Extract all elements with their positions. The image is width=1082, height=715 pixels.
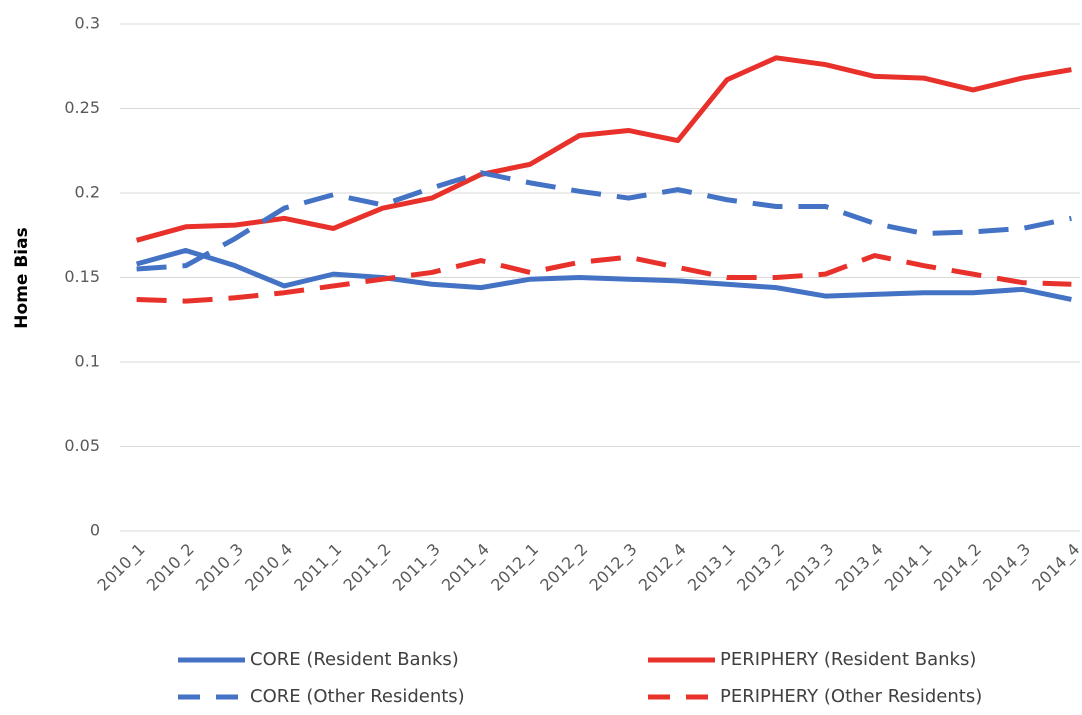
x-tick-label: 2011_4 bbox=[438, 540, 494, 596]
legend-label: CORE (Resident Banks) bbox=[250, 649, 459, 670]
x-tick-label: 2010_3 bbox=[192, 540, 248, 596]
x-tick-label: 2011_3 bbox=[389, 540, 445, 596]
y-tick-label: 0.3 bbox=[75, 14, 100, 33]
y-tick-label: 0 bbox=[90, 521, 100, 540]
legend-label: CORE (Other Residents) bbox=[250, 686, 465, 707]
legend-label: PERIPHERY (Resident Banks) bbox=[720, 649, 976, 670]
x-tick-label: 2012_2 bbox=[536, 540, 592, 596]
x-tick-label: 2013_1 bbox=[684, 540, 740, 596]
x-tick-label: 2012_1 bbox=[487, 540, 543, 596]
x-tick-label: 2012_3 bbox=[586, 540, 642, 596]
legend-label: PERIPHERY (Other Residents) bbox=[720, 686, 982, 707]
x-tick-label: 2014_3 bbox=[979, 540, 1035, 596]
x-tick-label: 2014_2 bbox=[930, 540, 986, 596]
series-line bbox=[135, 247, 1072, 302]
series-line bbox=[136, 253, 1072, 304]
x-tick-label: 2013_4 bbox=[832, 540, 888, 596]
y-tick-label: 0.25 bbox=[64, 98, 100, 117]
x-tick-label: 2010_4 bbox=[241, 540, 297, 596]
y-tick-label: 0.2 bbox=[75, 183, 100, 202]
x-tick-label: 2014_4 bbox=[1028, 540, 1082, 596]
x-tick-label: 2012_4 bbox=[635, 540, 691, 596]
series-line bbox=[136, 170, 1072, 272]
y-tick-label: 0.1 bbox=[75, 352, 100, 371]
series-line bbox=[135, 55, 1072, 243]
x-tick-label: 2014_1 bbox=[881, 540, 937, 596]
x-tick-label: 2013_3 bbox=[782, 540, 838, 596]
y-axis-label: Home Bias bbox=[12, 227, 32, 328]
x-tick-label: 2011_1 bbox=[290, 540, 346, 596]
x-tick-label: 2010_1 bbox=[94, 540, 150, 596]
x-tick-label: 2010_2 bbox=[143, 540, 199, 596]
y-tick-label: 0.05 bbox=[64, 436, 100, 455]
x-tick-label: 2013_2 bbox=[733, 540, 789, 596]
x-tick-label: 2011_2 bbox=[340, 540, 396, 596]
y-tick-label: 0.15 bbox=[64, 267, 100, 286]
